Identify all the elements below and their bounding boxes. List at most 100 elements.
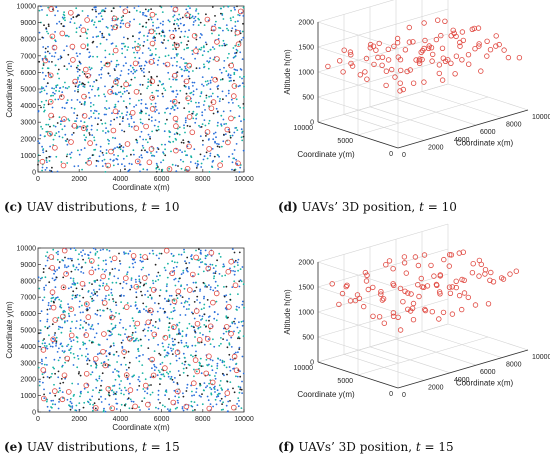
data-point-user-2: [119, 148, 122, 151]
data-point-user-1: [241, 266, 244, 268]
data-point-user-2: [123, 87, 125, 90]
data-point-user-2: [168, 20, 171, 23]
data-point-user-1: [109, 123, 112, 126]
data-point-user-1: [203, 343, 206, 346]
data-point-user-1: [129, 64, 132, 67]
data-point-user-2: [45, 123, 48, 126]
data-point-user-1: [49, 73, 51, 76]
data-point-uav: [397, 88, 403, 94]
data-point-user-1: [96, 353, 99, 356]
data-point-user-1: [183, 124, 185, 127]
data-point-user-2: [153, 350, 156, 352]
data-point-user-2: [142, 388, 145, 390]
data-point-uav: [383, 262, 389, 268]
data-point-user-1: [46, 364, 48, 366]
data-point-user-2: [193, 368, 195, 371]
data-point-user-1: [67, 257, 70, 260]
data-point-user-3: [185, 262, 188, 265]
data-point-user-3: [120, 145, 123, 147]
data-point-user-2: [241, 30, 244, 33]
data-point-user-2: [74, 296, 76, 299]
data-point-user-3: [48, 155, 51, 158]
data-point-user-2: [227, 5, 230, 8]
data-point-uav: [371, 61, 377, 68]
data-point-user-3: [56, 122, 59, 124]
data-point-uav: [390, 281, 396, 287]
z-tick-label: 1000: [298, 310, 314, 317]
z-tick-label: 0: [310, 360, 314, 367]
data-point-uav: [398, 67, 404, 74]
data-point-user-1: [46, 405, 49, 408]
data-point-uav: [407, 67, 413, 73]
data-point-user-3: [47, 71, 50, 74]
data-point-user-1: [174, 377, 176, 379]
data-point-user-1: [105, 269, 107, 271]
data-point-user-1: [138, 65, 141, 67]
data-point-user-3: [38, 332, 40, 335]
data-point-user-2: [152, 252, 155, 255]
data-point-user-1: [157, 26, 160, 29]
data-point-user-1: [159, 22, 162, 25]
data-point-user-3: [183, 84, 186, 87]
data-point-user-1: [91, 324, 94, 326]
data-point-user-2: [163, 87, 165, 90]
data-point-user-1: [54, 31, 56, 33]
data-point-user-1: [188, 29, 190, 32]
data-point-uav: [69, 43, 76, 50]
data-point-user-1: [176, 93, 179, 96]
data-point-user-2: [53, 383, 55, 386]
data-point-uav: [447, 290, 454, 296]
data-point-user-1: [173, 278, 176, 281]
data-point-user-2: [135, 9, 138, 12]
data-point-user-2: [189, 92, 192, 95]
data-point-user-2: [225, 43, 228, 46]
data-point-uav: [409, 305, 416, 311]
data-point-user-1: [230, 336, 233, 339]
y-tick-label: 1000: [20, 153, 36, 160]
data-point-user-1: [108, 352, 111, 354]
data-point-user-2: [115, 45, 118, 47]
caption-eq: = 15: [420, 440, 454, 454]
data-point-user-1: [59, 356, 61, 359]
data-point-uav: [51, 44, 58, 51]
data-point-user-1: [126, 378, 129, 381]
data-point-user-1: [61, 91, 64, 94]
data-point-user-2: [75, 127, 78, 130]
data-point-user-1: [214, 287, 217, 289]
data-point-user-1: [54, 14, 56, 17]
data-point-user-1: [167, 346, 170, 348]
data-point-uav: [186, 62, 193, 69]
data-point-user-1: [108, 140, 110, 142]
data-point-user-1: [37, 140, 39, 143]
data-point-user-2: [205, 255, 208, 257]
data-point-user-1: [61, 326, 64, 329]
data-point-user-2: [140, 112, 143, 115]
data-point-user-2: [40, 100, 43, 103]
data-point-user-1: [179, 149, 182, 152]
data-point-user-1: [51, 345, 54, 348]
data-point-user-2: [107, 359, 110, 361]
data-point-user-2: [222, 6, 225, 8]
data-point-user-1: [118, 383, 121, 386]
data-point-uav: [410, 39, 416, 45]
data-point-user-1: [144, 335, 147, 337]
data-point-user-2: [192, 355, 194, 358]
data-point-uav: [389, 66, 395, 73]
data-point-uav: [421, 79, 427, 85]
data-point-user-1: [188, 262, 191, 264]
data-point-user-1: [122, 339, 124, 342]
data-point-user-2: [102, 409, 105, 412]
data-point-user-3: [195, 38, 198, 41]
data-point-user-1: [94, 268, 97, 271]
data-point-user-2: [121, 93, 124, 95]
data-point-user-1: [130, 117, 133, 120]
data-point-user-3: [82, 258, 84, 261]
data-point-user-1: [86, 307, 89, 310]
data-point-user-1: [149, 54, 152, 57]
data-point-uav: [392, 74, 398, 80]
data-point-user-3: [58, 261, 61, 263]
data-point-user-1: [122, 146, 125, 149]
data-point-user-1: [104, 132, 107, 134]
data-point-user-2: [208, 171, 211, 173]
data-point-uav: [191, 380, 197, 387]
